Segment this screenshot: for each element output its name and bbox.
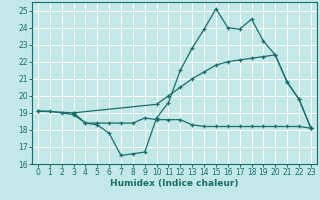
X-axis label: Humidex (Indice chaleur): Humidex (Indice chaleur) (110, 179, 239, 188)
